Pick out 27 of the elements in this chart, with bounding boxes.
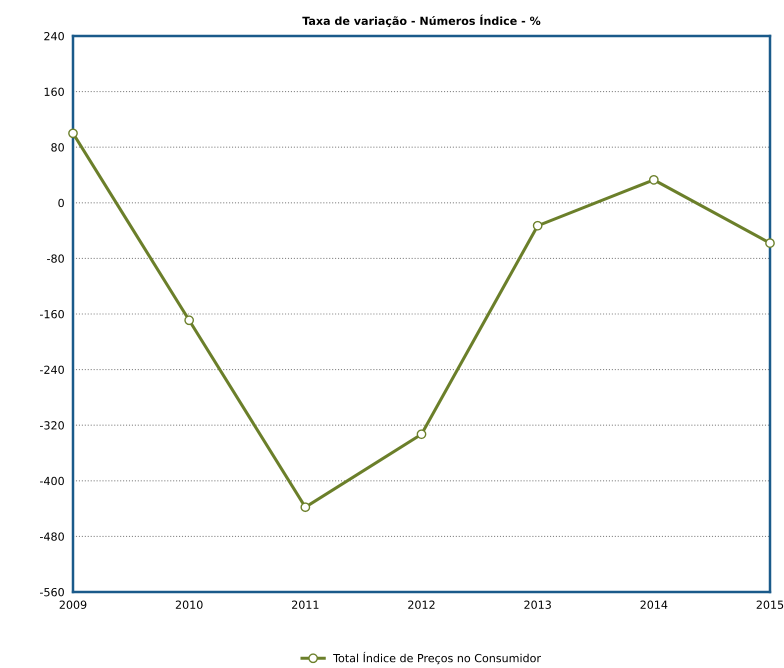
point xyxy=(648,175,659,185)
y-tick-label: -320 xyxy=(40,421,64,430)
y-tick-label: -480 xyxy=(40,532,64,541)
point xyxy=(68,128,78,138)
y-tick-label: -80 xyxy=(47,254,64,263)
point xyxy=(184,315,194,326)
y-tick-label: 80 xyxy=(51,143,64,152)
x-tick-label: 2010 xyxy=(176,600,203,609)
y-tick-label: -400 xyxy=(40,476,64,486)
y-tick-label: 0 xyxy=(58,198,64,208)
x-tick-label: 2012 xyxy=(408,600,435,609)
x-tick-label: 2014 xyxy=(640,600,668,609)
y-tick-label: -160 xyxy=(40,310,64,318)
chart-title: Taxa de variação - Números Índice - % xyxy=(302,14,540,28)
point xyxy=(765,238,775,248)
point xyxy=(416,429,426,440)
x-tick-label: 2015 xyxy=(756,600,784,609)
legend-label: Total Índice de Preços no Consumidor xyxy=(333,652,541,664)
y-tick-label: -560 xyxy=(40,588,64,596)
x-tick-label: 2013 xyxy=(524,600,551,609)
y-tick-label: 240 xyxy=(44,32,64,40)
y-tick-label: 160 xyxy=(44,88,64,96)
x-tick-label: 2011 xyxy=(292,600,318,609)
x-tick-label: 2009 xyxy=(60,600,86,609)
point xyxy=(300,502,310,512)
y-tick-label: -240 xyxy=(40,366,64,374)
point xyxy=(532,220,543,231)
